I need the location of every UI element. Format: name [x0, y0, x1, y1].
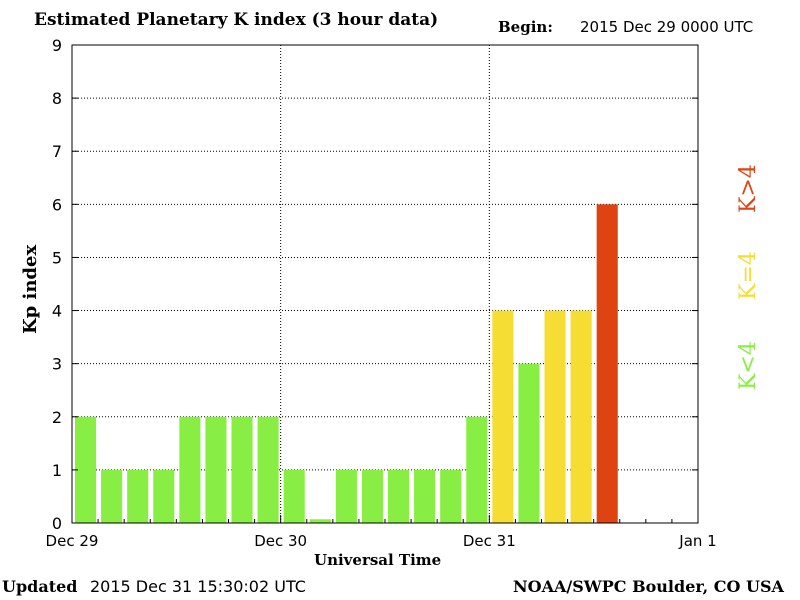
kp-bar: [179, 416, 201, 523]
y-tick-label: 2: [52, 408, 62, 427]
y-tick-label: 8: [52, 89, 62, 108]
y-tick-label: 7: [52, 142, 62, 161]
y-tick-label: 9: [52, 36, 62, 55]
kp-bar: [231, 416, 253, 523]
chart-title: Estimated Planetary K index (3 hour data…: [34, 10, 439, 30]
kp-bar: [309, 519, 331, 523]
kp-bar: [101, 469, 123, 523]
begin-label: Begin:: [498, 18, 553, 36]
credit-text: NOAA/SWPC Boulder, CO USA: [513, 577, 784, 596]
x-tick-label: Jan 1: [678, 532, 716, 550]
kp-bar: [75, 416, 97, 523]
x-axis-label: Universal Time: [314, 551, 442, 569]
kp-bar: [127, 469, 149, 523]
kp-bar: [283, 469, 305, 523]
x-tick-label: Dec 29: [46, 532, 99, 550]
kp-bar: [492, 310, 514, 523]
legend-k-greater-4: K>4: [736, 164, 761, 213]
legend-k-less-4: K<4: [736, 341, 761, 390]
kp-bar: [205, 416, 227, 523]
kp-bar: [388, 469, 410, 523]
kp-bar: [257, 416, 279, 523]
y-tick-label: 4: [52, 302, 62, 321]
kp-bar: [335, 469, 357, 523]
x-tick-label: Dec 31: [463, 532, 516, 550]
kp-bar: [414, 469, 436, 523]
kp-bar: [544, 310, 566, 523]
legend-k-equal-4: K=4: [736, 251, 761, 300]
updated-value: 2015 Dec 31 15:30:02 UTC: [90, 577, 306, 596]
begin-value: 2015 Dec 29 0000 UTC: [580, 18, 754, 36]
kp-bar: [153, 469, 175, 523]
y-tick-label: 0: [52, 514, 62, 533]
x-tick-label: Dec 30: [254, 532, 307, 550]
kp-bar: [440, 469, 462, 523]
kp-bar: [518, 363, 540, 523]
kp-bar: [466, 416, 488, 523]
kp-bar: [570, 310, 592, 523]
y-tick-label: 1: [52, 461, 62, 480]
kp-bar: [596, 204, 618, 524]
updated-label: Updated: [2, 577, 78, 596]
y-tick-label: 3: [52, 355, 62, 374]
y-tick-label: 5: [52, 248, 62, 267]
kp-bar: [361, 469, 383, 523]
y-axis-label: Kp index: [20, 244, 41, 334]
y-tick-label: 6: [52, 195, 62, 214]
